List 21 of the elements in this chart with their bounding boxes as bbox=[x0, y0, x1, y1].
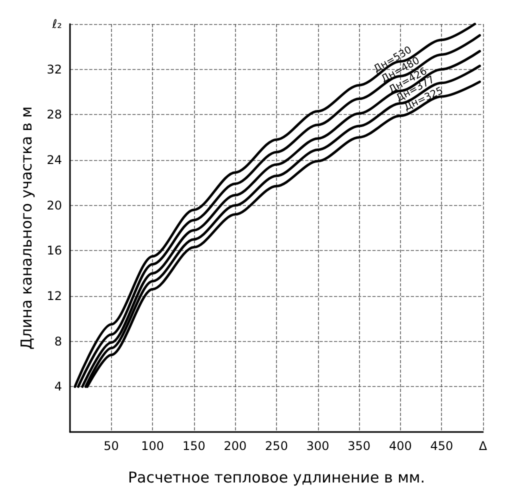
x-tick-label: 150 bbox=[182, 439, 206, 453]
x-tick-label: 250 bbox=[265, 439, 288, 453]
y-tick-label: 24 bbox=[46, 153, 62, 167]
x-tick-label: 350 bbox=[348, 439, 371, 453]
x-tick-label: 450 bbox=[430, 439, 454, 453]
y-tick-label: 32 bbox=[46, 62, 62, 76]
x-tick-label: Δ bbox=[478, 439, 488, 453]
x-tick-label: 50 bbox=[104, 439, 119, 453]
x-tick-label: 200 bbox=[224, 439, 247, 453]
y-axis-title: Длина канального участка в м bbox=[18, 106, 36, 350]
y-tick-label: 16 bbox=[46, 244, 62, 258]
x-tick-label: 400 bbox=[388, 439, 412, 453]
x-tick-label: 300 bbox=[306, 439, 330, 453]
y-tick-label: 28 bbox=[46, 108, 62, 122]
y-tick-label: 8 bbox=[54, 334, 62, 348]
y-tick-label: 4 bbox=[54, 380, 62, 394]
y-tick-label: ℓ₂ bbox=[51, 17, 62, 31]
y-tick-label: 20 bbox=[46, 198, 62, 212]
y-tick-label: 12 bbox=[46, 289, 62, 303]
x-tick-label: 100 bbox=[141, 439, 164, 453]
x-axis-title: Расчетное тепловое удлинение в мм. bbox=[128, 468, 426, 486]
